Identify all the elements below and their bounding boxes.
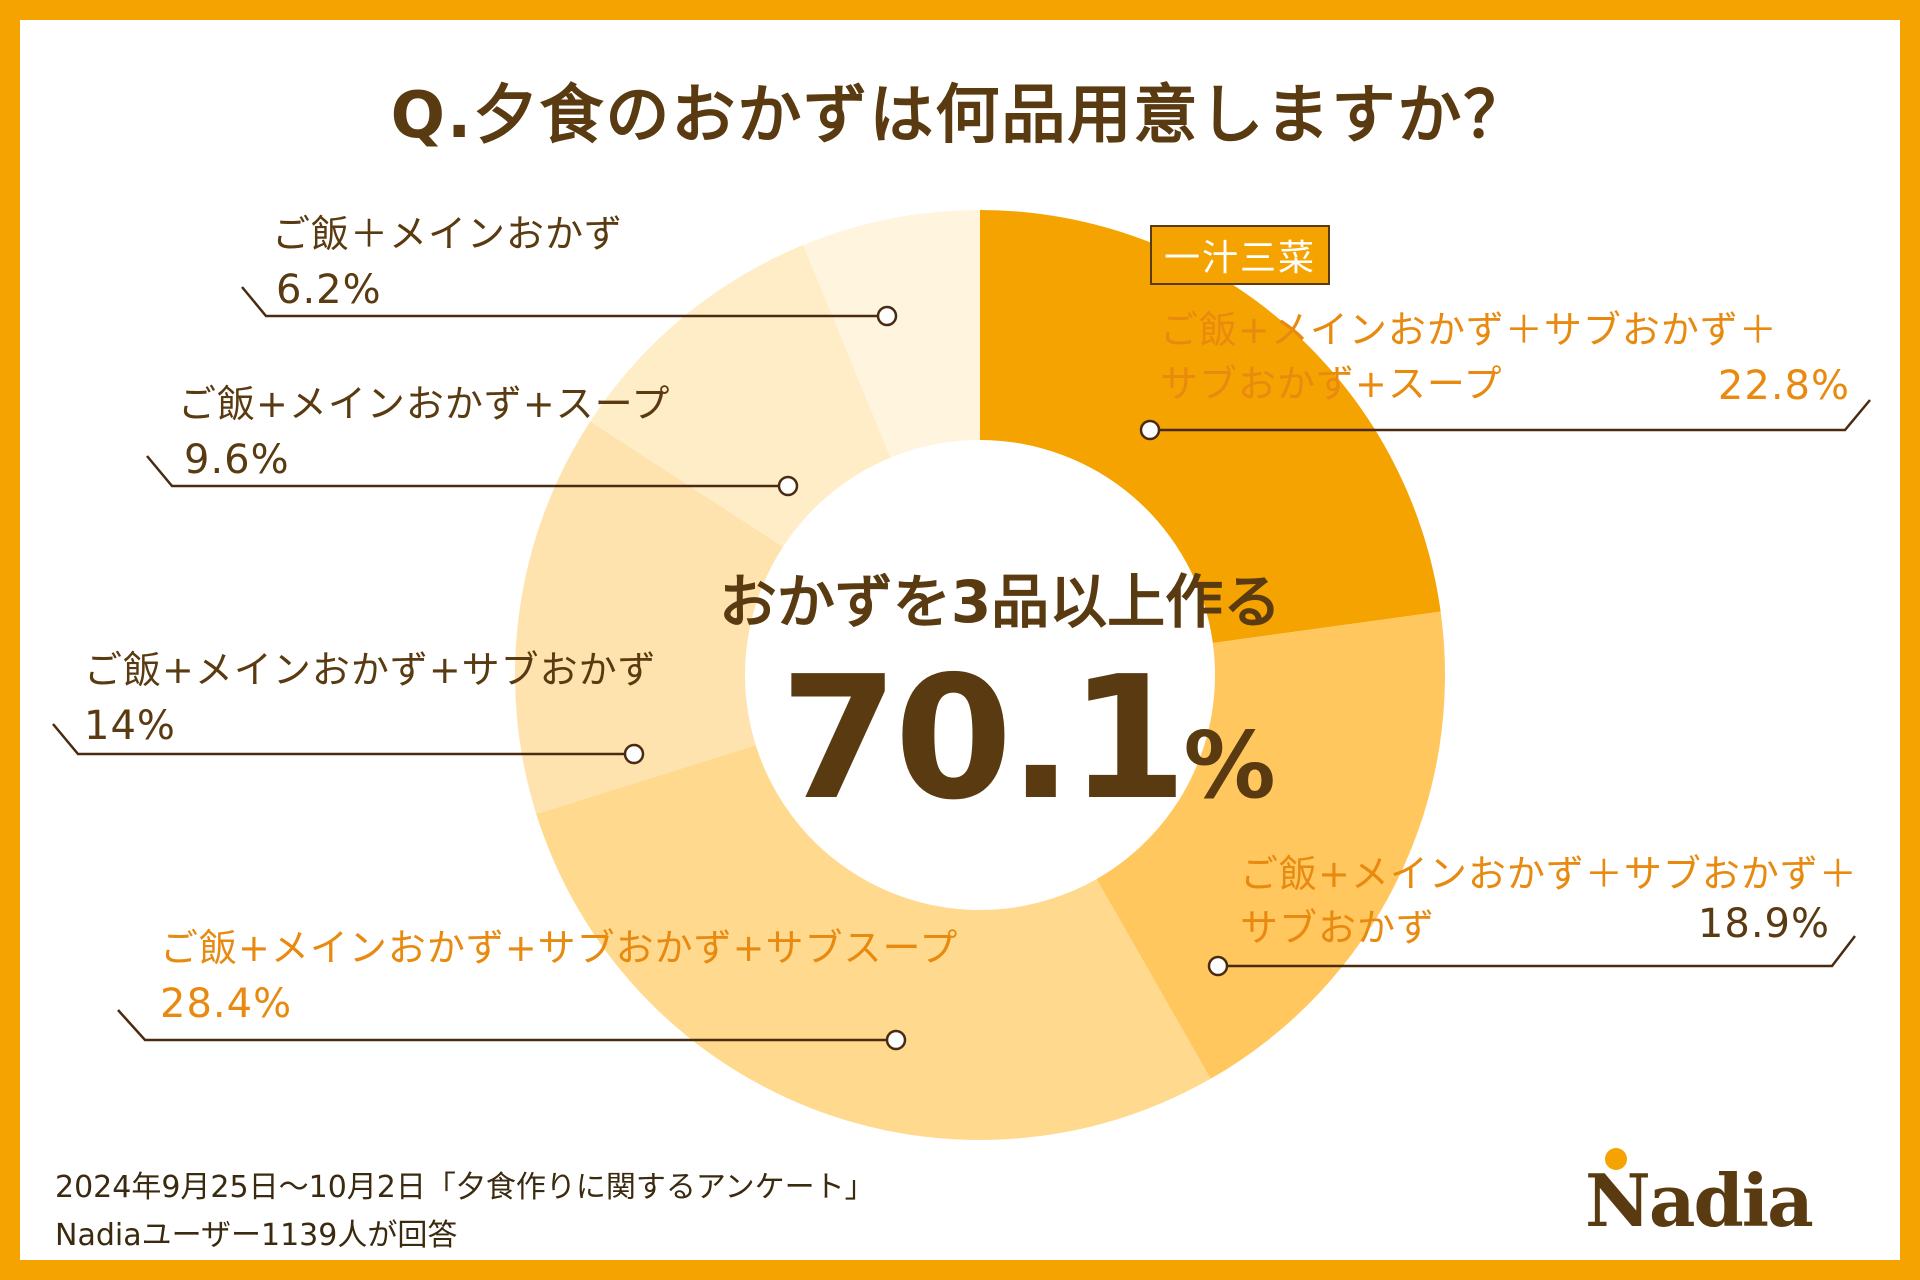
leader-dot-2 bbox=[1207, 955, 1229, 977]
donut-slice-1 bbox=[980, 210, 1441, 643]
leader-line-4 bbox=[52, 723, 634, 756]
center-value-number: 70.1 bbox=[780, 640, 1187, 838]
leader-dot-4 bbox=[623, 743, 645, 765]
leader-dot-1 bbox=[1139, 419, 1161, 441]
slice-label-2-line2: サブおかず bbox=[1240, 906, 1436, 950]
slice-value-1: 22.8% bbox=[1717, 363, 1850, 409]
slice-value-5: 9.6% bbox=[184, 437, 290, 483]
donut-slice-2 bbox=[1096, 611, 1446, 1079]
leader-line-1 bbox=[1150, 399, 1871, 432]
slice-label-3: ご飯+メインおかず+サブおかず+サブスープ bbox=[160, 926, 959, 970]
slice-label-4: ご飯+メインおかず+サブおかず bbox=[84, 648, 657, 692]
leader-line-5 bbox=[146, 455, 788, 488]
leader-dot-6 bbox=[876, 305, 898, 327]
slice-label-5: ご飯+メインおかず+スープ bbox=[178, 382, 671, 426]
leader-dot-3 bbox=[885, 1029, 907, 1051]
center-value-unit: % bbox=[1183, 712, 1276, 819]
slice-label-2-line1: ご飯+メインおかず＋サブおかず＋ bbox=[1240, 852, 1858, 896]
donut-slice-3 bbox=[536, 745, 1211, 1140]
slice-value-6: 6.2% bbox=[276, 267, 382, 313]
donut-slice-4 bbox=[514, 421, 784, 814]
logo-flower-icon bbox=[1605, 1148, 1627, 1170]
survey-respondents: Nadiaユーザー1139人が回答 bbox=[55, 1218, 458, 1253]
slice-value-4: 14% bbox=[84, 703, 176, 749]
ichiju-sansai-tag: 一汁三菜 bbox=[1150, 225, 1331, 285]
leader-line-2 bbox=[1218, 935, 1856, 968]
slice-value-2: 18.9% bbox=[1697, 901, 1830, 947]
center-value: 70.1% bbox=[780, 640, 1276, 838]
leader-line-3 bbox=[117, 1009, 896, 1042]
leader-dot-5 bbox=[777, 475, 799, 497]
donut-slice-6 bbox=[803, 210, 980, 458]
survey-period: 2024年9月25日〜10月2日「夕食作りに関するアンケート」 bbox=[55, 1170, 875, 1205]
slice-label-1-line2: サブおかず+スープ bbox=[1160, 362, 1503, 406]
nadia-logo: Nadia bbox=[1585, 1158, 1814, 1243]
slice-value-3: 28.4% bbox=[160, 981, 293, 1027]
donut-slice-5 bbox=[590, 244, 891, 547]
slice-label-1-line1: ご飯+メインおかず＋サブおかず＋ bbox=[1160, 308, 1778, 352]
chart-title: Q.夕食のおかずは何品用意しますか？ bbox=[390, 79, 1530, 153]
slice-label-6: ご飯＋メインおかず bbox=[272, 212, 624, 256]
leader-line-6 bbox=[241, 286, 887, 318]
center-label: おかずを3品以上作る bbox=[718, 568, 1282, 636]
